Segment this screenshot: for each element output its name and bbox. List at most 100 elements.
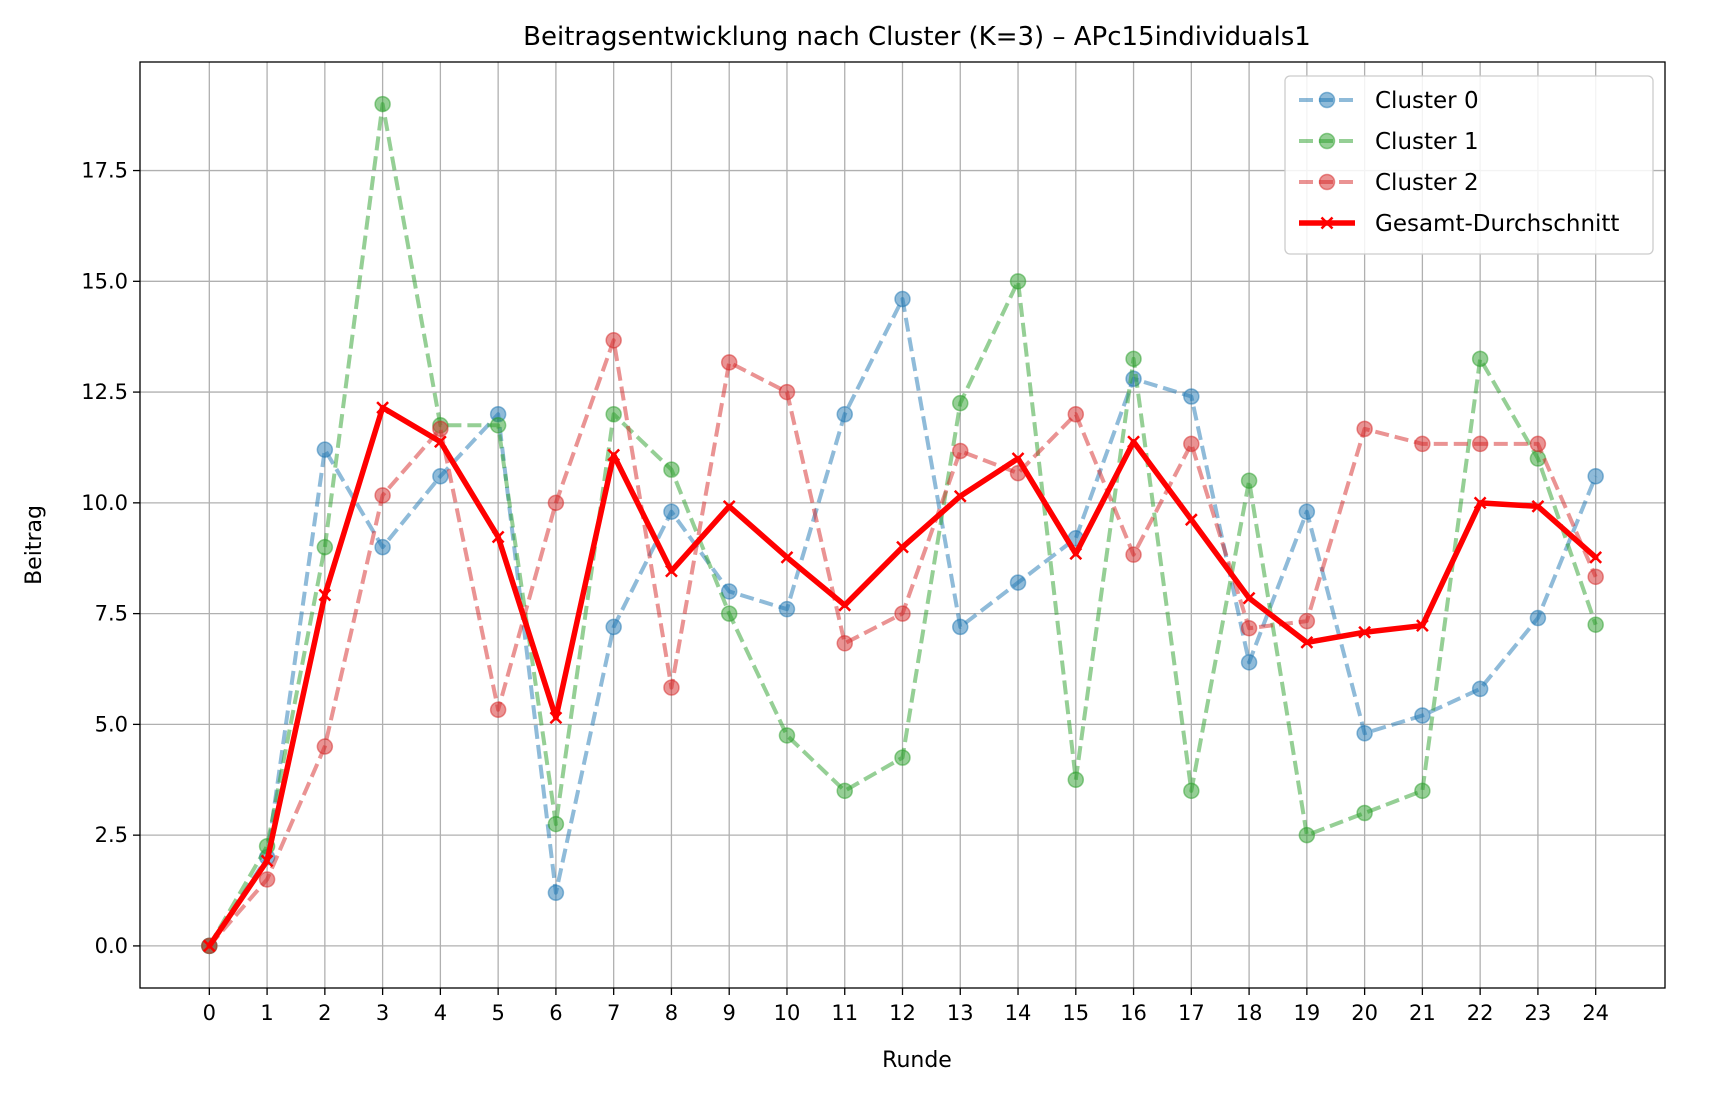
x-tick-label: 8	[665, 1001, 678, 1025]
data-point	[1300, 636, 1314, 649]
x-tick-label: 1	[260, 1001, 273, 1025]
data-point	[202, 939, 216, 953]
data-point	[1183, 388, 1200, 405]
data-point	[778, 383, 796, 401]
data-point	[605, 405, 622, 423]
chart-title: Beitragsentwicklung nach Cluster (K=3) –…	[523, 22, 1311, 52]
data-point	[1529, 435, 1547, 453]
x-tick-label: 2	[318, 1001, 331, 1025]
data-point	[1067, 405, 1085, 423]
data-point	[952, 618, 969, 636]
legend-swatch-marker	[1320, 216, 1334, 230]
y-tick-label: 5.0	[95, 712, 128, 736]
data-point	[374, 95, 391, 113]
series-2	[201, 331, 1604, 955]
data-point	[549, 711, 563, 725]
legend-label: Cluster 2	[1375, 170, 1479, 196]
data-point	[374, 538, 391, 556]
data-point	[896, 540, 909, 554]
data-point	[1414, 782, 1431, 800]
data-point	[1183, 782, 1200, 800]
data-point	[374, 487, 391, 504]
data-point	[1531, 500, 1545, 513]
data-point	[1529, 450, 1547, 467]
data-point	[316, 441, 334, 458]
x-tick-label: 17	[1178, 1001, 1205, 1025]
data-point	[720, 354, 738, 371]
data-point	[1587, 468, 1604, 485]
data-point	[1184, 513, 1198, 527]
data-point	[1356, 724, 1373, 742]
data-point	[778, 600, 796, 618]
data-point	[836, 635, 853, 652]
data-point	[1011, 452, 1025, 465]
data-point	[433, 435, 447, 449]
data-point	[1067, 771, 1085, 789]
data-point	[260, 854, 274, 868]
data-point	[778, 727, 796, 744]
x-tick-label: 13	[947, 1001, 974, 1025]
x-tick-label: 7	[607, 1001, 620, 1025]
x-tick-label: 4	[434, 1001, 447, 1025]
legend-swatch-marker	[1318, 91, 1336, 109]
legend-label: Cluster 0	[1375, 88, 1479, 114]
x-tick-label: 0	[203, 1001, 216, 1025]
x-tick-label: 12	[889, 1001, 916, 1025]
x-axis: 0 1 2 3 4 5 6 7 8 9 10 11 12 13 14 15 16 17 18 19 20 21 22 23 24	[203, 988, 1609, 1025]
data-point	[838, 598, 852, 612]
y-tick-label: 0.0	[95, 934, 128, 958]
data-point	[1414, 707, 1431, 724]
x-tick-label: 19	[1293, 1001, 1320, 1025]
x-tick-label: 20	[1351, 1001, 1378, 1025]
legend-entry: Cluster 0	[1299, 88, 1479, 114]
data-point	[1471, 350, 1489, 368]
data-point	[318, 588, 332, 602]
data-point	[605, 331, 622, 349]
data-point	[547, 494, 565, 512]
data-point	[1471, 435, 1489, 453]
x-tick-label: 10	[774, 1001, 801, 1025]
x-tick-label: 23	[1525, 1001, 1552, 1025]
data-point	[1069, 547, 1083, 561]
data-point	[665, 564, 678, 578]
legend-swatch-marker	[1318, 173, 1336, 191]
legend-label: Cluster 1	[1375, 129, 1479, 155]
data-point	[376, 401, 389, 414]
series-3	[202, 401, 1603, 953]
data-point	[894, 749, 911, 766]
data-point	[1009, 273, 1027, 290]
legend-entry: Cluster 1	[1299, 129, 1479, 155]
data-point	[663, 679, 680, 696]
x-tick-label: 9	[723, 1001, 736, 1025]
legend-box	[1284, 75, 1654, 255]
data-point	[1356, 420, 1373, 438]
data-point	[1414, 435, 1431, 453]
data-point	[1240, 654, 1258, 671]
x-tick-label: 16	[1120, 1001, 1147, 1025]
x-axis-title: Runde	[882, 1048, 952, 1073]
legend-label: Gesamt-Durchschnitt	[1375, 211, 1619, 237]
y-tick-label: 10.0	[81, 491, 128, 515]
x-tick-label: 24	[1582, 1001, 1609, 1025]
data-point	[1358, 625, 1372, 639]
y-axis-title: Beitrag	[22, 505, 47, 585]
data-point	[836, 405, 853, 423]
data-point	[1416, 619, 1429, 632]
data-point	[1009, 574, 1027, 591]
data-point	[1125, 350, 1142, 368]
y-axis: 0.0 2.5 5.0 7.5 10.0 12.5 15.0 17.5	[81, 159, 140, 958]
data-point	[489, 417, 507, 434]
y-tick-label: 2.5	[95, 823, 128, 847]
x-tick-label: 21	[1409, 1001, 1436, 1025]
data-point	[547, 884, 565, 901]
data-point	[663, 461, 680, 478]
data-point	[952, 394, 969, 412]
x-tick-label: 14	[1005, 1001, 1032, 1025]
data-point	[1587, 616, 1604, 633]
data-point	[605, 618, 622, 636]
data-point	[663, 503, 680, 520]
data-point	[1127, 435, 1140, 449]
data-point	[1471, 680, 1489, 698]
